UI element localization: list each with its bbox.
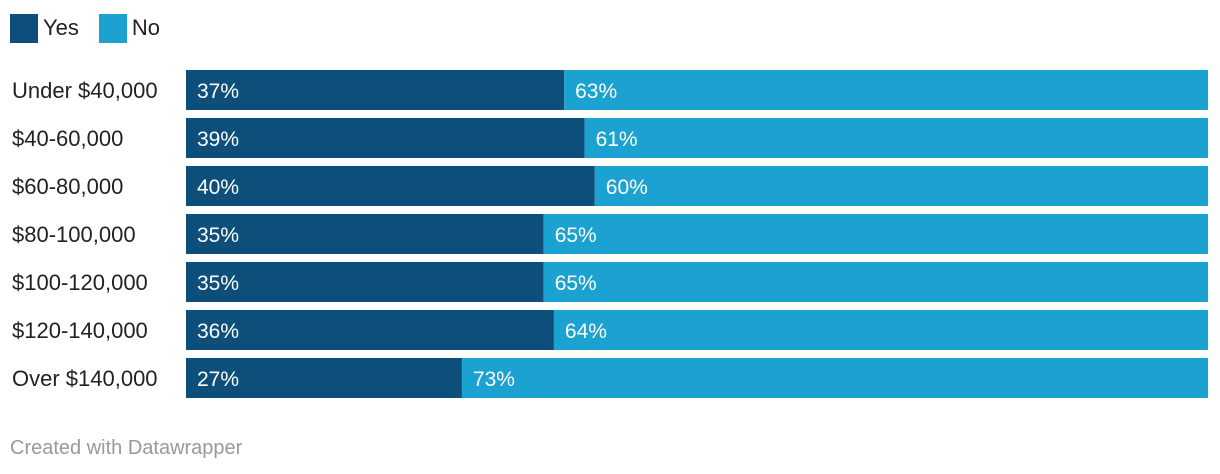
data-label-no: 73% bbox=[473, 368, 515, 391]
bar-segment-no bbox=[553, 310, 1208, 350]
stacked-bar-chart: Under $40,000 37% 63% $40-60,000 39% 61% $60-8… bbox=[12, 70, 1208, 398]
data-label-no: 64% bbox=[565, 320, 607, 343]
data-label-no: 63% bbox=[575, 80, 617, 103]
category-label: $40-60,000 bbox=[12, 126, 123, 151]
data-label-yes: 36% bbox=[197, 320, 239, 343]
bar-segment-yes bbox=[186, 166, 595, 206]
footer-credit: Created with Datawrapper bbox=[10, 437, 243, 459]
legend-label-no: No bbox=[131, 15, 161, 40]
category-label: $120-140,000 bbox=[12, 318, 148, 343]
category-label: $100-120,000 bbox=[12, 270, 148, 295]
bar-segment-no bbox=[594, 166, 1208, 206]
data-label-no: 65% bbox=[555, 272, 597, 295]
chart-legend: Yes No bbox=[10, 12, 180, 44]
data-label-no: 65% bbox=[555, 224, 597, 247]
bar-segment-yes bbox=[186, 358, 462, 398]
data-label-yes: 37% bbox=[197, 80, 239, 103]
bar-segment-yes bbox=[186, 70, 565, 110]
category-label: $80-100,000 bbox=[12, 222, 136, 247]
data-label-yes: 39% bbox=[197, 128, 239, 151]
bar-segment-no bbox=[564, 70, 1208, 110]
bar-segment-yes bbox=[186, 310, 554, 350]
data-label-yes: 35% bbox=[197, 224, 239, 247]
category-label: $60-80,000 bbox=[12, 174, 123, 199]
bar-segment-no bbox=[543, 214, 1208, 254]
data-label-yes: 27% bbox=[197, 368, 239, 391]
legend-item-no: No bbox=[98, 13, 161, 43]
data-label-yes: 35% bbox=[197, 272, 239, 295]
bar-segment-no bbox=[461, 358, 1208, 398]
legend-label-yes: Yes bbox=[43, 15, 79, 40]
legend-item-yes: Yes bbox=[10, 13, 79, 43]
data-label-yes: 40% bbox=[197, 176, 239, 199]
category-label: Under $40,000 bbox=[12, 78, 158, 103]
category-label: Over $140,000 bbox=[12, 366, 158, 391]
bar-segment-no bbox=[543, 262, 1208, 302]
bar-segment-yes bbox=[186, 262, 544, 302]
data-label-no: 61% bbox=[596, 128, 638, 151]
legend-swatch-yes bbox=[10, 13, 38, 43]
data-label-no: 60% bbox=[606, 176, 648, 199]
bar-segment-no bbox=[584, 118, 1208, 158]
legend-swatch-no bbox=[98, 13, 127, 43]
bar-segment-yes bbox=[186, 118, 585, 158]
bar-segment-yes bbox=[186, 214, 544, 254]
